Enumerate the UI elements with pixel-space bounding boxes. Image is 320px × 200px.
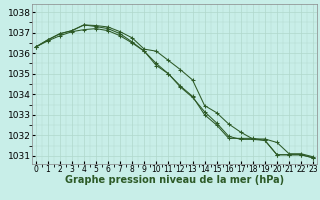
- X-axis label: Graphe pression niveau de la mer (hPa): Graphe pression niveau de la mer (hPa): [65, 175, 284, 185]
